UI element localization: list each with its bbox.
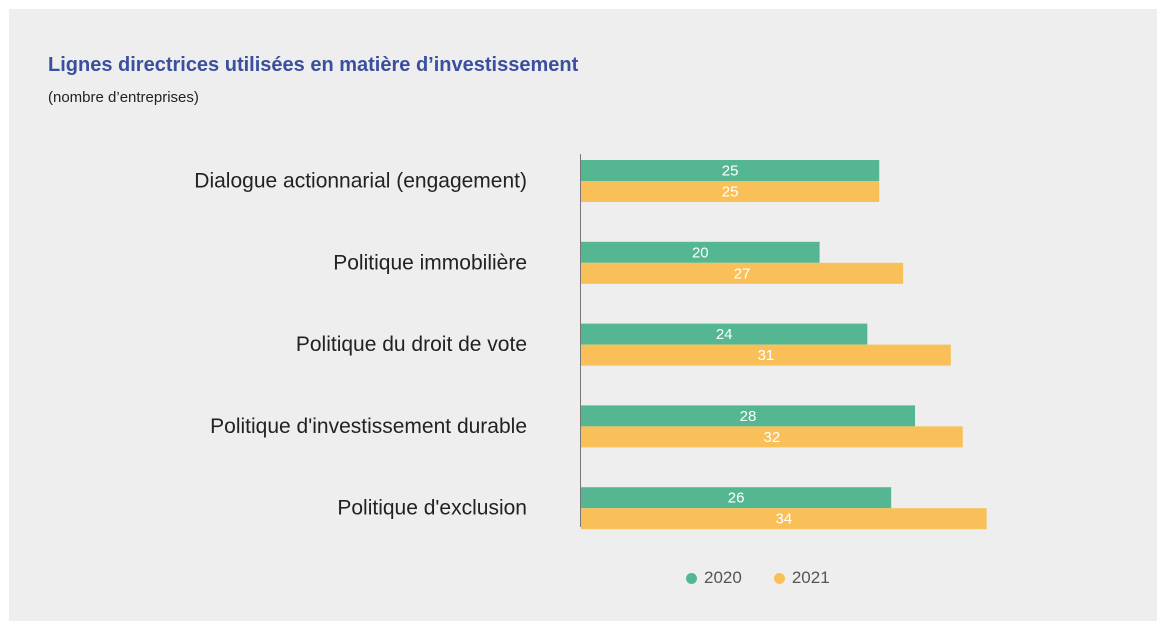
bar-2021 [581, 508, 987, 530]
bar-2020 [581, 241, 820, 263]
data-label-2020: 26 [728, 490, 745, 507]
data-label-2021: 32 [764, 429, 781, 446]
data-label-2020: 20 [692, 244, 709, 261]
legend-label-2021: 2021 [791, 568, 830, 587]
data-label-2020: 25 [722, 162, 739, 179]
bar-2020 [581, 323, 868, 345]
category-label: Politique immobilière [333, 251, 527, 274]
category-label: Politique d'exclusion [337, 497, 527, 520]
data-label-2021: 34 [775, 511, 792, 528]
bar-2021 [581, 344, 951, 366]
data-label-2021: 25 [722, 183, 739, 200]
legend-swatch-2021 [773, 572, 785, 584]
data-label-2021: 31 [758, 347, 775, 364]
bar-2021 [581, 426, 963, 448]
category-label: Politique d'investissement durable [210, 415, 527, 438]
legend-item-2021: 2021 [773, 568, 830, 588]
legend-item-2020: 2020 [686, 568, 742, 588]
category-label: Politique du droit de vote [296, 333, 527, 356]
bar-2020 [581, 160, 880, 181]
data-label-2020: 24 [716, 326, 733, 343]
category-label: Dialogue actionnarial (engagement) [194, 170, 527, 193]
data-label-2021: 27 [734, 265, 751, 282]
bar-2020 [581, 487, 892, 509]
bar-2020 [581, 405, 916, 427]
bar-2021 [581, 262, 904, 284]
legend: 2020 2021 [686, 568, 830, 588]
legend-swatch-2020 [686, 572, 697, 584]
data-label-2020: 28 [740, 408, 757, 425]
chart-title: Lignes directrices utilisées en matière … [48, 54, 579, 76]
bar-2021 [581, 181, 880, 202]
chart-subtitle: (nombre d’entreprises) [48, 89, 199, 106]
legend-label-2020: 2020 [704, 568, 742, 587]
